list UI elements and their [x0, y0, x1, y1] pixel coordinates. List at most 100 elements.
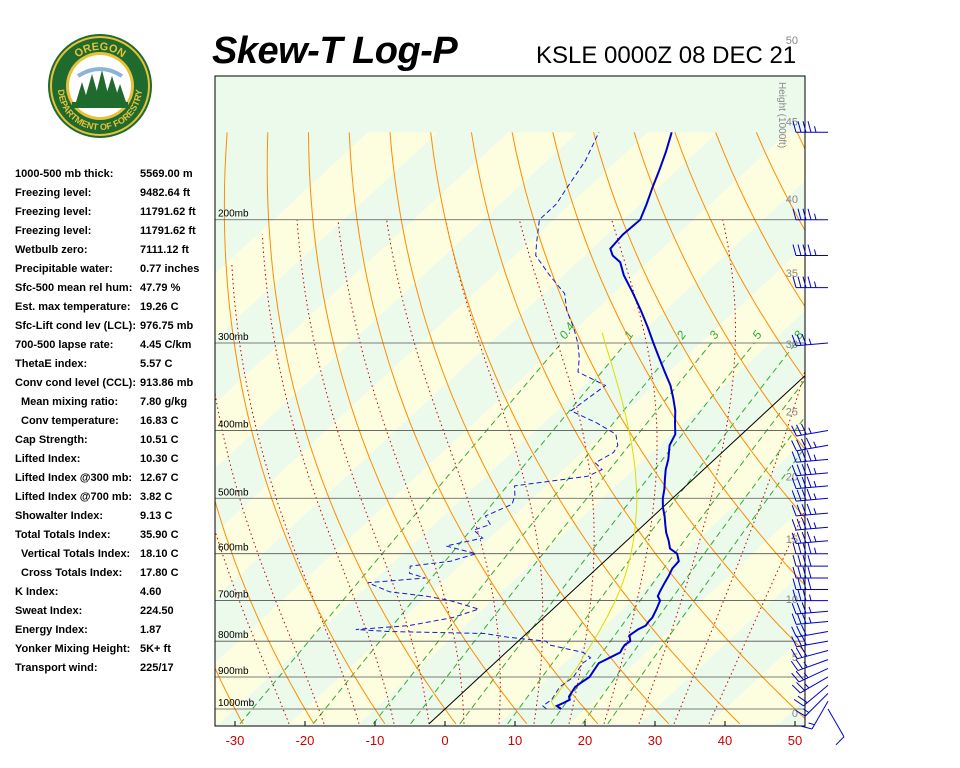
wind-barb-staff	[796, 429, 829, 437]
wind-barb-staff	[803, 684, 829, 707]
isotherm-band	[215, 132, 718, 598]
wind-barb-flag	[801, 476, 807, 488]
index-label: Lifted Index:	[15, 453, 81, 465]
wind-barb-flag	[797, 554, 802, 567]
index-label: 1000-500 mb thick:	[15, 168, 114, 180]
wind-barb-staff	[796, 342, 829, 347]
wind-barb-flag	[792, 554, 797, 567]
height-tick-label: 35	[786, 268, 798, 280]
wind-barb-flag	[797, 578, 802, 590]
isotherm-band	[215, 132, 805, 724]
wind-barb	[791, 624, 829, 638]
wind-barb-half-flag	[813, 467, 817, 475]
wind-barb	[791, 450, 829, 463]
wind-barb-flag	[791, 684, 801, 694]
pressure-label: 900mb	[218, 666, 249, 677]
wind-barb-flag	[792, 589, 797, 601]
x-tick-label: 0	[441, 733, 448, 748]
wind-barb	[791, 503, 829, 517]
wind-barb-half-flag	[803, 672, 809, 679]
moist-adiabat	[518, 219, 595, 724]
moist-adiabat	[445, 219, 544, 724]
wind-barb-flag	[795, 647, 803, 658]
dry-adiabat	[796, 132, 805, 151]
index-label: Freezing level:	[15, 206, 92, 218]
plot-frame	[214, 75, 806, 727]
wind-barb-staff	[800, 676, 829, 694]
x-tick-label: 40	[718, 733, 732, 748]
dewpoint-trace	[355, 132, 619, 710]
wind-barb-flag	[796, 602, 802, 614]
wind-barb-flag	[791, 477, 797, 489]
index-value: 0.77 inches	[140, 263, 200, 275]
index-label: Conv cond level (CCL):	[15, 377, 137, 389]
index-label: Energy Index:	[15, 624, 88, 636]
wind-barb-half-flag	[813, 535, 817, 542]
wind-barb-half-flag	[813, 441, 817, 448]
index-value: 225/17	[140, 662, 174, 674]
wind-barb-half-flag	[808, 606, 812, 613]
wind-barb-flag	[802, 566, 807, 579]
wind-barb-flag	[801, 463, 807, 476]
wind-barb-flag	[801, 423, 807, 435]
x-tick-label: 50	[788, 733, 802, 748]
wind-barb-flag	[802, 276, 807, 288]
index-value: 11791.62 ft	[140, 206, 196, 218]
wind-barb-half-flag	[813, 493, 817, 500]
wind-barb	[791, 602, 829, 615]
x-tick-label: -20	[296, 733, 315, 748]
isotherm-band	[568, 505, 805, 724]
mixing-ratio-line	[312, 342, 627, 725]
isotherm-band	[288, 246, 805, 724]
wind-barb	[792, 244, 828, 257]
isotherm-band	[215, 132, 578, 469]
index-value: 35.90 C	[140, 529, 179, 541]
wind-barb	[793, 684, 829, 707]
wind-barb-flag	[796, 424, 802, 436]
wind-barb	[792, 554, 828, 567]
wind-barb	[791, 531, 829, 545]
index-value: 12.67 C	[140, 472, 179, 484]
wind-barb-flag	[806, 517, 812, 529]
index-value: 11791.62 ft	[140, 225, 196, 237]
wind-barb-staff	[796, 472, 829, 477]
index-value: 4.60	[140, 586, 162, 598]
wind-barb-staff	[796, 610, 829, 615]
wind-barb-flag	[835, 736, 845, 746]
wind-barb-flag	[791, 626, 797, 638]
index-value: 9482.64 ft	[140, 187, 191, 199]
wind-barb-flag	[791, 451, 797, 463]
wind-barb-flag	[805, 437, 812, 449]
dry-adiabat	[919, 132, 960, 724]
height-tick-label: 5	[792, 652, 798, 664]
wind-barb-flag	[792, 566, 797, 579]
wind-barb	[795, 693, 829, 717]
wind-barb-flag	[801, 504, 807, 516]
wind-barb-flag	[791, 334, 797, 346]
wind-barb-flag	[807, 244, 812, 256]
wind-barb	[791, 334, 829, 347]
wind-barb	[791, 612, 829, 625]
wind-barb-flag	[791, 505, 797, 517]
index-value: 976.75 mb	[140, 320, 194, 332]
wind-barb	[790, 659, 829, 672]
wind-barb-flag	[806, 488, 812, 500]
wind-barb-flag	[792, 208, 797, 220]
index-value: 9.13 C	[140, 510, 173, 522]
wind-barb-flag	[801, 489, 807, 501]
mixing-ratio-line	[507, 342, 797, 725]
index-value: 1.87	[140, 624, 162, 636]
index-label: Total Totals Index:	[15, 529, 111, 541]
wind-barb-flag	[793, 698, 804, 707]
moist-adiabat	[231, 262, 360, 724]
wind-barb-staff	[796, 444, 829, 452]
wind-barb-flag	[801, 531, 807, 543]
mixing-ratio-line	[550, 379, 805, 725]
index-value: 7111.12 ft	[140, 244, 189, 256]
wind-barb-staff	[811, 701, 829, 730]
wind-barb-staff	[796, 621, 829, 625]
index-label: Cap Strength:	[15, 434, 88, 446]
index-label: Transport wind:	[15, 662, 98, 674]
wind-barb	[792, 121, 828, 133]
